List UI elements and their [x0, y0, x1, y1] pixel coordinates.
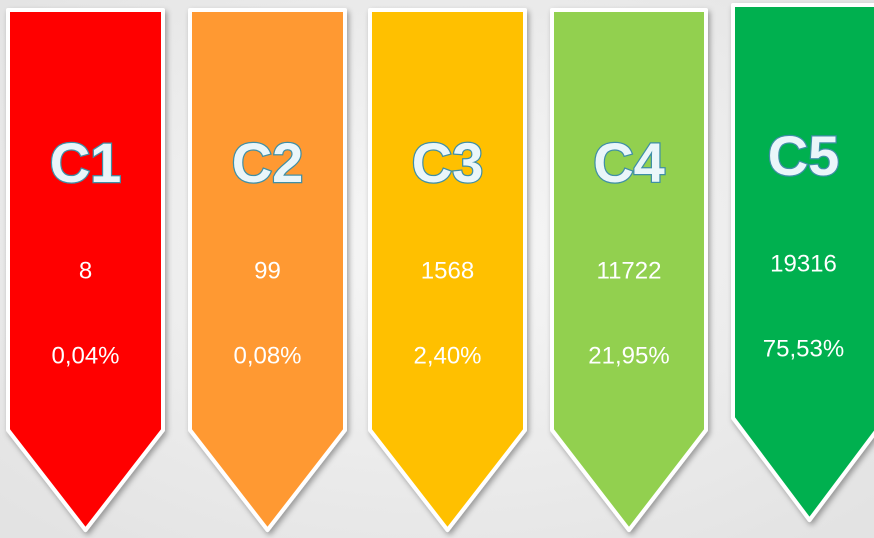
percent: 21,95%	[588, 342, 669, 369]
count: 11722	[597, 257, 662, 284]
items: C1 8 0,04% C2 99 0,08% C3 1568 2,40% C4 11722 21,95…	[6, 3, 874, 532]
percent: 75,53%	[763, 335, 844, 362]
arrow-banner	[731, 3, 874, 522]
count: 19316	[770, 250, 837, 277]
arrow-banner	[6, 8, 165, 532]
arrow-banner	[550, 8, 708, 532]
class-label: C2	[232, 131, 304, 194]
count: 99	[254, 257, 281, 284]
count: 8	[79, 257, 92, 284]
arrow-banner	[188, 8, 347, 532]
class-label: C1	[50, 131, 122, 194]
percent: 0,08%	[233, 342, 301, 369]
percent: 2,40%	[413, 342, 481, 369]
percent: 0,04%	[51, 342, 119, 369]
count: 1568	[421, 257, 474, 284]
class-label: C5	[768, 124, 840, 187]
class-label: C4	[593, 131, 665, 194]
class-label: C3	[412, 131, 484, 194]
arrow-banner	[368, 8, 527, 532]
